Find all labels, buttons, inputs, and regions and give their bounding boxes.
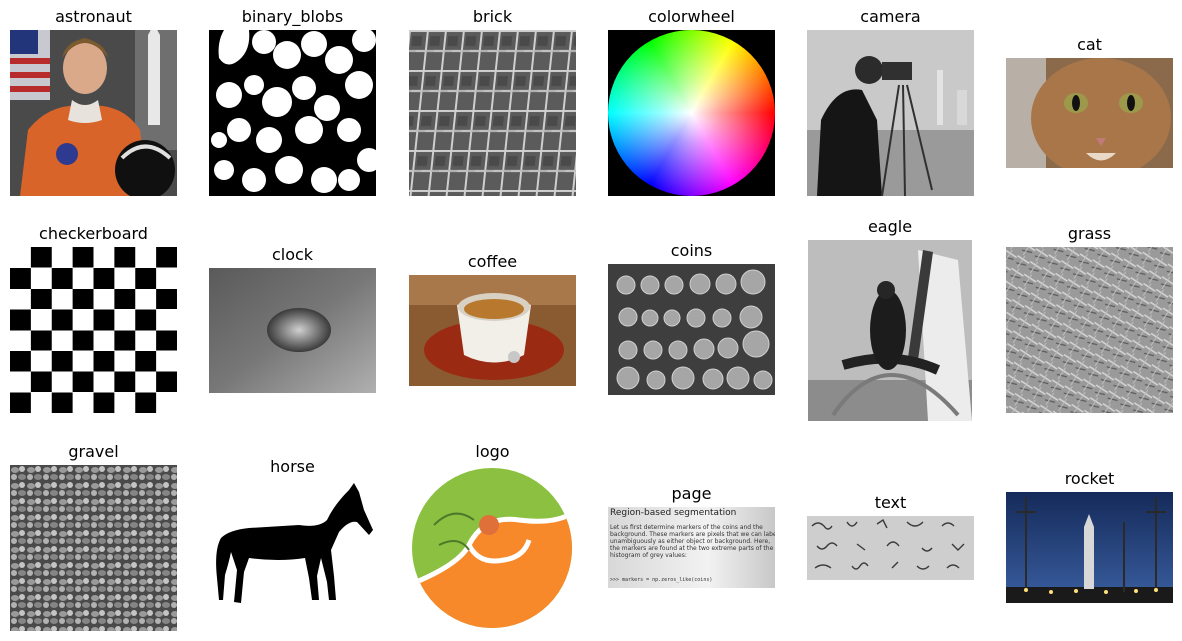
panel-title: binary_blobs (241, 7, 344, 26)
page-image-line: histogram of grey values: (610, 552, 687, 559)
panel-title: page (671, 484, 712, 503)
panel-title: gravel (68, 442, 119, 461)
panel-binary-blobs: binary_blobs (209, 8, 376, 198)
checkerboard-image (10, 247, 177, 413)
binary-blobs-image (209, 30, 376, 196)
panel-title: coins (670, 241, 713, 260)
horse-image (209, 480, 376, 615)
text-image (807, 516, 974, 580)
page-image-line: background. These markers are pixels tha… (610, 531, 775, 538)
gravel-image (10, 465, 177, 631)
panel-title: text (874, 493, 907, 512)
panel-cat: cat (1006, 36, 1173, 171)
panel-checkerboard: checkerboard (10, 225, 177, 415)
panel-rocket: rocket (1006, 470, 1173, 606)
page-image-line: Let us first determine markers of the co… (610, 524, 763, 531)
panel-title: checkerboard (39, 224, 148, 243)
panel-colorwheel: colorwheel (608, 8, 775, 198)
astronaut-image (10, 30, 177, 196)
panel-gravel: gravel (10, 443, 177, 633)
panel-text: text (807, 494, 974, 584)
panel-astronaut: astronaut (10, 8, 177, 198)
panel-coffee: coffee (409, 253, 576, 393)
grass-image (1006, 247, 1173, 413)
cat-image (1006, 58, 1173, 168)
panel-title: coffee (467, 252, 518, 271)
eagle-image (808, 240, 972, 421)
panel-title: logo (475, 442, 510, 461)
camera-image (807, 30, 974, 196)
panel-brick: brick (409, 8, 576, 198)
panel-page: page Region-based segmentation Let us fi… (608, 485, 775, 595)
panel-title: cat (1077, 35, 1102, 54)
panel-title: clock (271, 245, 314, 264)
panel-clock: clock (209, 246, 376, 396)
page-image-line: the markers are found at the two extreme… (610, 545, 774, 552)
panel-title: colorwheel (648, 7, 735, 26)
page-image-line: unambiguously as either object or backgr… (610, 538, 771, 545)
panel-title: rocket (1064, 469, 1115, 488)
panel-title: grass (1067, 224, 1112, 243)
panel-camera: camera (807, 8, 974, 198)
panel-title: astronaut (55, 7, 132, 26)
panel-title: horse (270, 457, 315, 476)
panel-logo: logo (409, 443, 576, 633)
panel-horse: horse (209, 458, 376, 620)
panel-grass: grass (1006, 225, 1173, 415)
page-image-code: >>> markers = np.zeros_like(coins) (610, 577, 713, 583)
page-image: Region-based segmentation Let us first d… (608, 507, 775, 588)
page-image-heading: Region-based segmentation (610, 508, 737, 518)
colorwheel-image (608, 30, 775, 196)
panel-eagle: eagle (808, 218, 972, 423)
panel-title: camera (860, 7, 921, 26)
panel-title: eagle (867, 217, 913, 236)
rocket-image (1006, 492, 1173, 603)
panel-title: brick (472, 7, 513, 26)
logo-image (409, 465, 576, 631)
panel-coins: coins (608, 242, 775, 398)
coffee-image (409, 275, 576, 386)
clock-image (209, 268, 376, 393)
brick-image (409, 30, 576, 196)
coins-image (608, 264, 775, 395)
